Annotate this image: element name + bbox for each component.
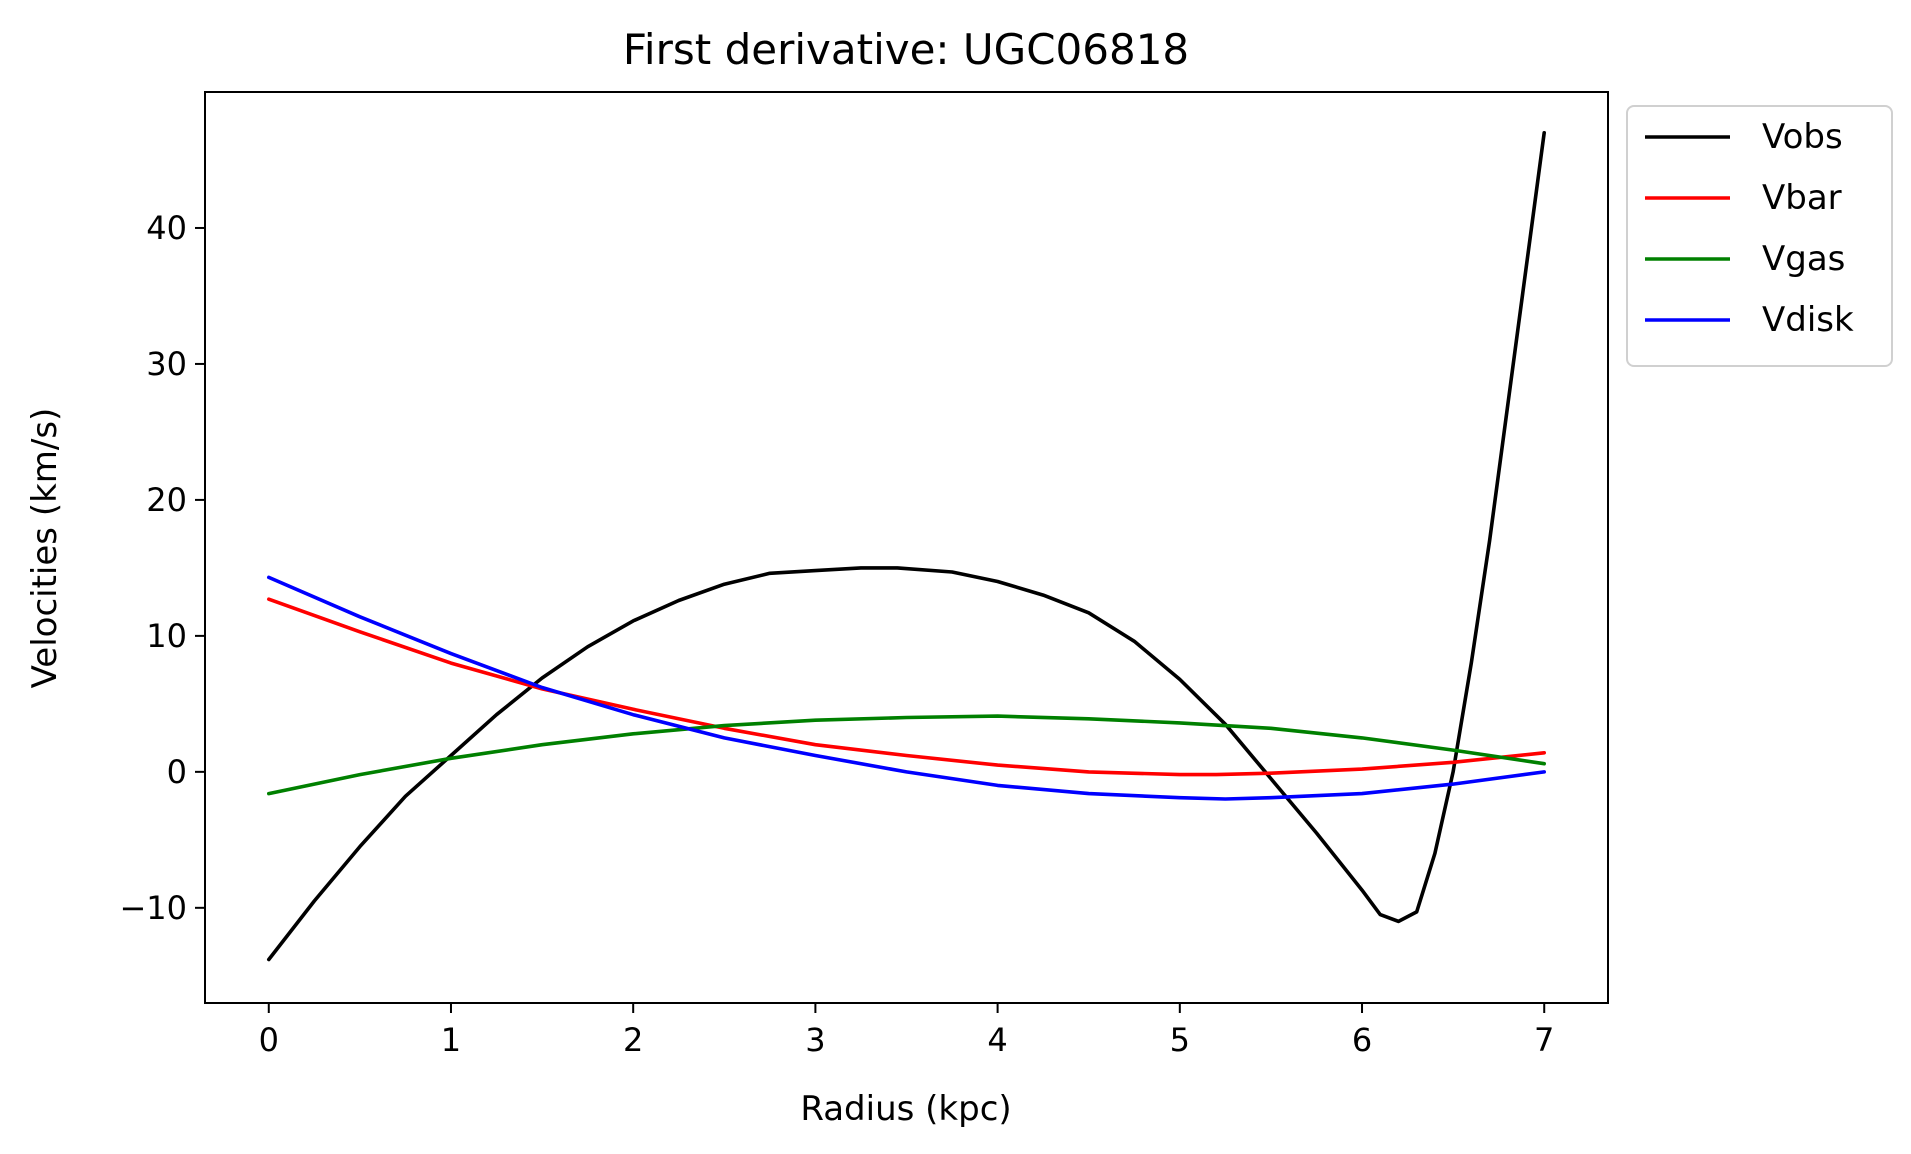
x-tick-label: 5 <box>1170 1021 1190 1059</box>
y-tick-label: 0 <box>167 753 187 791</box>
y-tick-label: −10 <box>119 889 187 927</box>
series-line-vbar <box>267 597 1546 777</box>
y-axis: −10 0 10 20 30 40 <box>119 209 205 927</box>
chart-title: First derivative: UGC06818 <box>623 25 1189 74</box>
x-tick-label: 2 <box>623 1021 643 1059</box>
legend: Vobs Vbar Vgas Vdisk <box>1626 105 1893 367</box>
x-axis-label: Radius (kpc) <box>800 1089 1011 1129</box>
y-tick-label: 40 <box>146 209 187 247</box>
legend-label-vbar: Vbar <box>1762 178 1842 218</box>
legend-label-vdisk: Vdisk <box>1762 300 1854 340</box>
y-axis-label: Velocities (km/s) <box>25 408 65 689</box>
series-line-vdisk <box>267 575 1546 801</box>
x-tick-label: 3 <box>805 1021 825 1059</box>
x-tick-label: 4 <box>987 1021 1007 1059</box>
legend-label-vobs: Vobs <box>1762 117 1843 157</box>
x-tick-label: 7 <box>1534 1021 1554 1059</box>
y-tick-label: 20 <box>146 481 187 519</box>
x-tick-label: 6 <box>1352 1021 1372 1059</box>
plot-frame <box>204 91 1609 1004</box>
series-group <box>267 131 1546 962</box>
series-line-vobs <box>267 131 1546 962</box>
x-tick-label: 0 <box>259 1021 279 1059</box>
plot-area <box>204 91 1609 1004</box>
x-axis: 0 1 2 3 4 5 6 7 <box>259 1003 1554 1059</box>
y-tick-label: 10 <box>146 617 187 655</box>
legend-box <box>1626 105 1893 367</box>
y-tick-label: 30 <box>146 345 187 383</box>
x-tick-label: 1 <box>441 1021 461 1059</box>
series-line-vgas <box>267 714 1546 796</box>
legend-label-vgas: Vgas <box>1762 239 1845 279</box>
